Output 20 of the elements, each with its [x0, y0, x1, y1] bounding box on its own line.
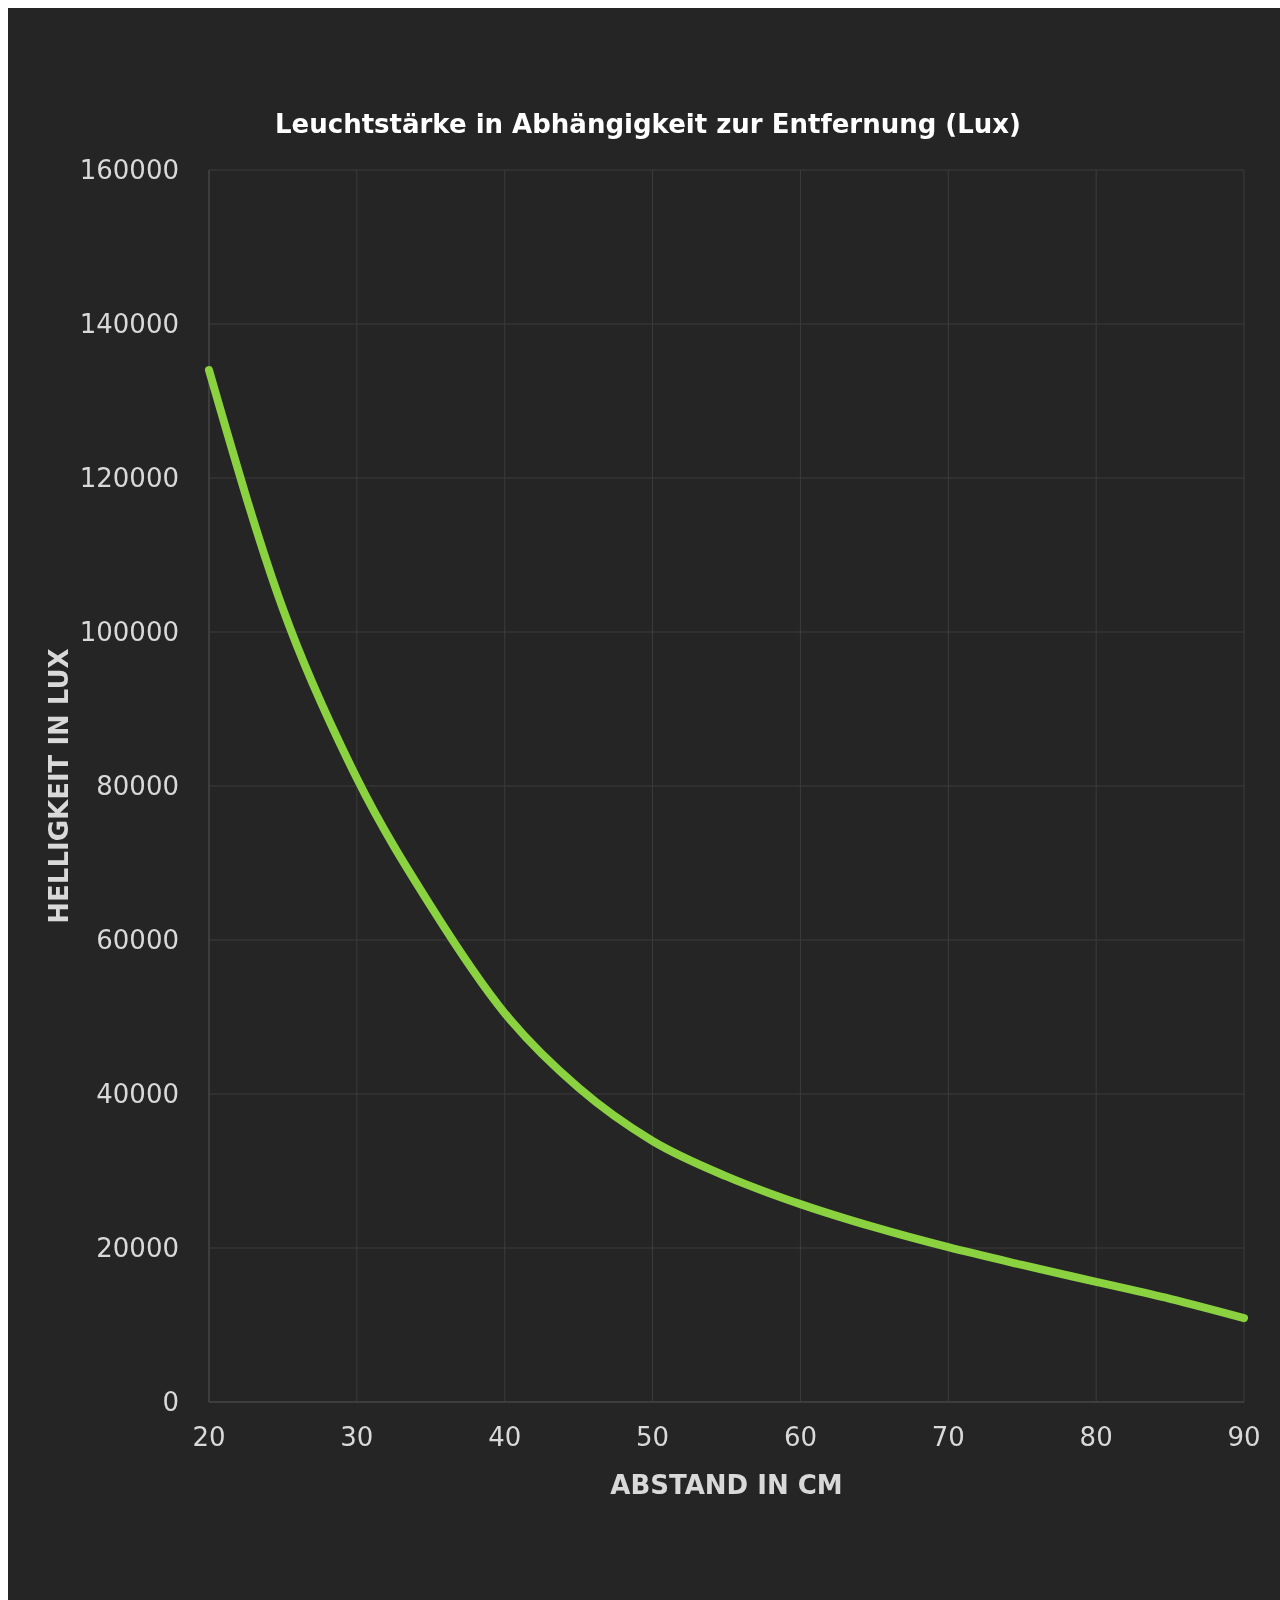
y-tick-label: 140000: [79, 309, 179, 340]
y-tick-label: 120000: [79, 463, 179, 494]
y-tick-label: 60000: [96, 925, 179, 956]
x-tick-label: 50: [636, 1422, 670, 1452]
x-tick-label: 90: [1227, 1422, 1261, 1452]
y-tick-label: 80000: [96, 771, 179, 802]
y-tick-label: 100000: [79, 617, 179, 648]
y-tick-label: 0: [162, 1387, 179, 1418]
x-tick-label: 40: [488, 1422, 522, 1452]
x-tick-label: 80: [1079, 1422, 1113, 1452]
y-tick-label: 160000: [79, 155, 179, 186]
y-tick-label: 20000: [96, 1233, 179, 1264]
x-tick-label: 60: [783, 1422, 817, 1452]
x-tick-label: 70: [931, 1422, 965, 1452]
y-axis-title: HELLIGKEIT IN LUX: [44, 648, 74, 924]
chart-title: Leuchtstärke in Abhängigkeit zur Entfernung (Lux): [275, 109, 1021, 139]
y-tick-label: 40000: [96, 1079, 179, 1110]
x-tick-label: 20: [192, 1422, 226, 1452]
x-tick-label: 30: [340, 1422, 374, 1452]
x-axis-title: ABSTAND IN CM: [610, 1470, 843, 1500]
